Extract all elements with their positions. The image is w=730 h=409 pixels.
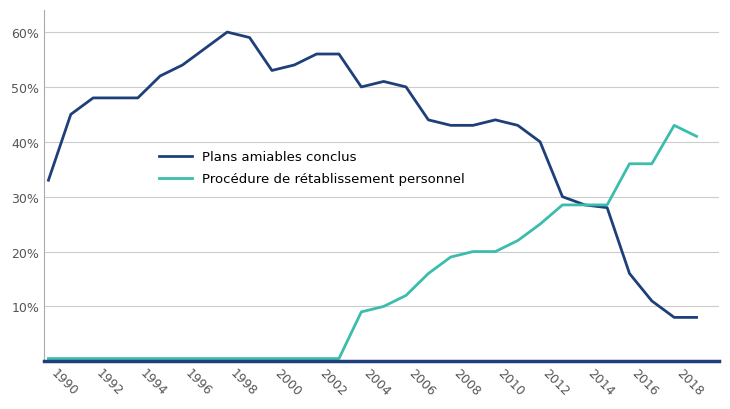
Plans amiables conclus [469, 124, 477, 128]
Plans amiables conclus [558, 195, 566, 200]
Plans amiables conclus [290, 63, 299, 68]
Procédure de rétablissement personnel [201, 356, 210, 361]
Plans amiables conclus [603, 206, 612, 211]
Plans amiables conclus [536, 140, 545, 145]
Plans amiables conclus [648, 299, 656, 303]
Plans amiables conclus [223, 31, 231, 36]
Plans amiables conclus [89, 96, 98, 101]
Procédure de rétablissement personnel [692, 135, 701, 139]
Plans amiables conclus [334, 52, 343, 57]
Plans amiables conclus [178, 63, 187, 68]
Plans amiables conclus [66, 112, 75, 117]
Plans amiables conclus [513, 124, 522, 128]
Procédure de rétablissement personnel [603, 203, 612, 208]
Plans amiables conclus [201, 47, 210, 52]
Procédure de rétablissement personnel [648, 162, 656, 167]
Legend: Plans amiables conclus, Procédure de rétablissement personnel: Plans amiables conclus, Procédure de rét… [158, 151, 465, 186]
Procédure de rétablissement personnel [357, 310, 366, 315]
Procédure de rétablissement personnel [66, 356, 75, 361]
Procédure de rétablissement personnel [245, 356, 254, 361]
Procédure de rétablissement personnel [312, 356, 321, 361]
Procédure de rétablissement personnel [223, 356, 231, 361]
Plans amiables conclus [111, 96, 120, 101]
Procédure de rétablissement personnel [402, 293, 410, 298]
Plans amiables conclus [44, 178, 53, 183]
Procédure de rétablissement personnel [469, 249, 477, 254]
Procédure de rétablissement personnel [513, 238, 522, 243]
Plans amiables conclus [670, 315, 679, 320]
Plans amiables conclus [380, 80, 388, 85]
Procédure de rétablissement personnel [290, 356, 299, 361]
Procédure de rétablissement personnel [44, 356, 53, 361]
Procédure de rétablissement personnel [446, 255, 455, 260]
Procédure de rétablissement personnel [380, 304, 388, 309]
Procédure de rétablissement personnel [580, 203, 589, 208]
Procédure de rétablissement personnel [111, 356, 120, 361]
Plans amiables conclus [155, 74, 164, 79]
Plans amiables conclus [267, 69, 276, 74]
Plans amiables conclus [580, 203, 589, 208]
Plans amiables conclus [446, 124, 455, 128]
Plans amiables conclus [245, 36, 254, 41]
Plans amiables conclus [134, 96, 142, 101]
Procédure de rétablissement personnel [625, 162, 634, 167]
Plans amiables conclus [491, 118, 500, 123]
Plans amiables conclus [402, 85, 410, 90]
Procédure de rétablissement personnel [670, 124, 679, 128]
Line: Procédure de rétablissement personnel: Procédure de rétablissement personnel [48, 126, 696, 359]
Procédure de rétablissement personnel [536, 222, 545, 227]
Procédure de rétablissement personnel [334, 356, 343, 361]
Plans amiables conclus [625, 272, 634, 276]
Procédure de rétablissement personnel [178, 356, 187, 361]
Plans amiables conclus [312, 52, 321, 57]
Procédure de rétablissement personnel [155, 356, 164, 361]
Line: Plans amiables conclus: Plans amiables conclus [48, 33, 696, 318]
Procédure de rétablissement personnel [89, 356, 98, 361]
Procédure de rétablissement personnel [558, 203, 566, 208]
Procédure de rétablissement personnel [424, 272, 433, 276]
Procédure de rétablissement personnel [491, 249, 500, 254]
Plans amiables conclus [692, 315, 701, 320]
Plans amiables conclus [357, 85, 366, 90]
Procédure de rétablissement personnel [134, 356, 142, 361]
Plans amiables conclus [424, 118, 433, 123]
Procédure de rétablissement personnel [267, 356, 276, 361]
